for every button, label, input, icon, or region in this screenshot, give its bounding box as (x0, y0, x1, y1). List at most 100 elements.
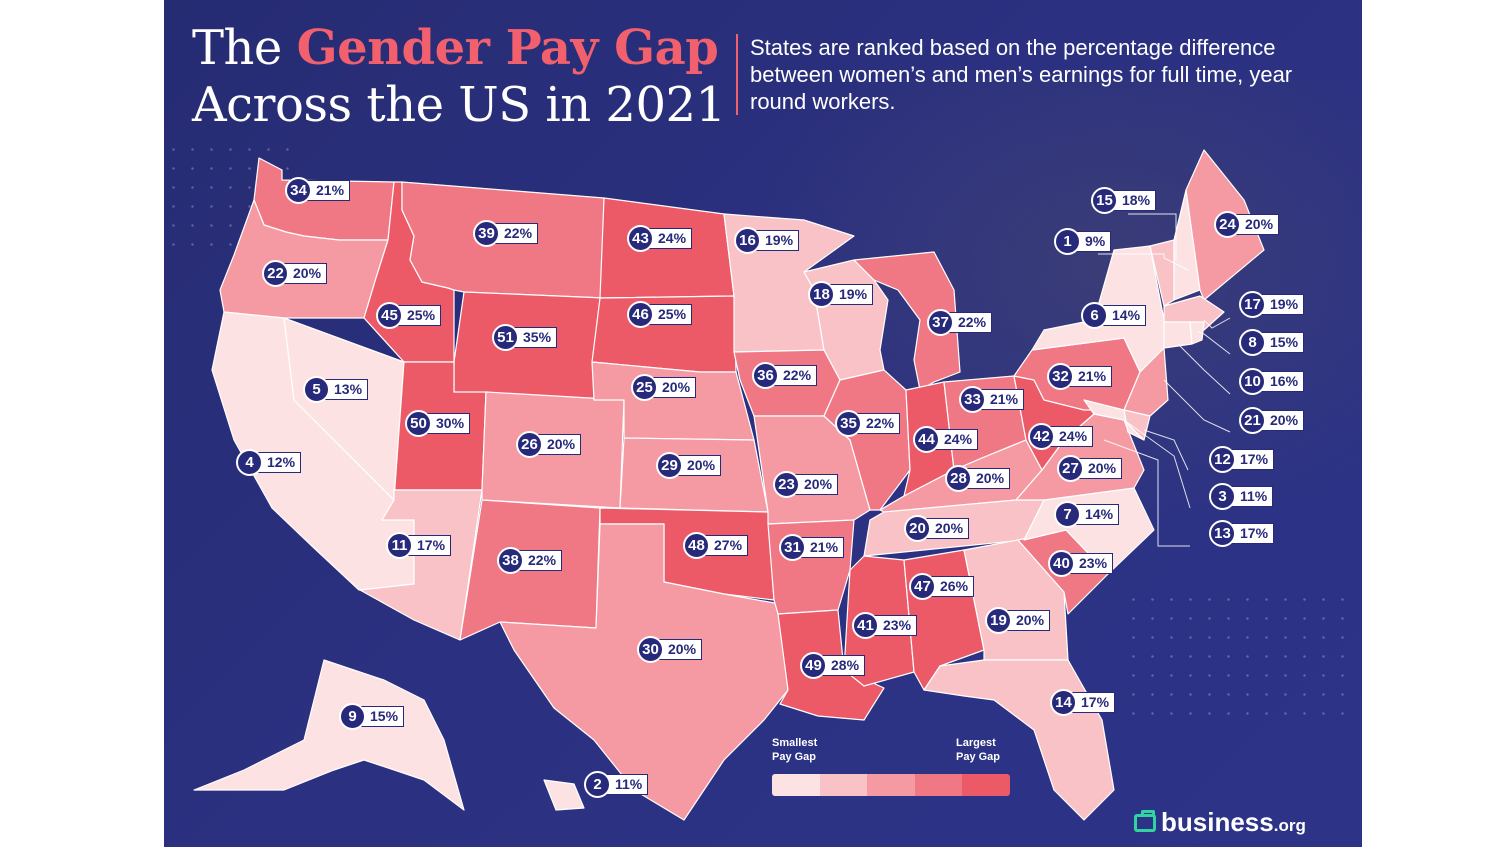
title-line2: Across the US in 2021 (192, 77, 726, 133)
rank-badge: 25 (631, 373, 658, 401)
state-label-ut: 50 30% (405, 409, 471, 437)
callout-line-nj (1163, 379, 1231, 433)
rank-badge: 21 (1239, 406, 1266, 434)
state-label-de: 12 17% (1209, 445, 1275, 473)
rank-badge: 42 (1028, 422, 1055, 450)
rank-badge: 1 (1054, 227, 1081, 255)
pay-gap-value: 20% (791, 473, 839, 495)
rank-badge: 10 (1239, 367, 1266, 395)
callout-line-md (1123, 419, 1191, 509)
pay-gap-value: 11% (602, 773, 649, 795)
rank-badge: 41 (852, 611, 879, 639)
legend-swatch-1 (772, 774, 820, 796)
pay-gap-value: 11% (1227, 485, 1274, 507)
pay-gap-value: 22% (945, 311, 993, 333)
rank-badge: 12 (1209, 445, 1236, 473)
rank-badge: 51 (492, 323, 519, 351)
state-label-oh: 33 21% (959, 385, 1025, 413)
state-label-nv: 5 13% (303, 375, 369, 403)
legend-swatch-2 (819, 774, 868, 796)
state-label-nc: 7 14% (1054, 500, 1120, 528)
rank-badge: 17 (1239, 290, 1266, 318)
callout-line-ri (1197, 331, 1231, 355)
rank-badge: 32 (1047, 362, 1074, 390)
rank-badge: 27 (1057, 454, 1084, 482)
state-shape-ak (193, 659, 465, 811)
state-shape-ri (1189, 321, 1205, 345)
state-label-mt: 39 22% (473, 219, 539, 247)
pay-gap-value: 26% (927, 575, 975, 597)
page-title: The Gender Pay Gap Across the US in 2021 (192, 20, 726, 134)
pay-gap-value: 13% (321, 378, 369, 400)
rank-badge: 40 (1048, 549, 1075, 577)
pay-gap-value: 35% (510, 326, 558, 348)
state-label-ky: 28 20% (945, 464, 1011, 492)
pay-gap-value: 22% (515, 549, 563, 571)
rank-badge: 46 (627, 300, 654, 328)
pay-gap-value: 15% (1257, 331, 1305, 353)
pay-gap-value: 16% (1257, 370, 1305, 392)
logo-tld: .org (1273, 816, 1306, 835)
logo-name: business (1161, 807, 1274, 837)
state-label-ak: 9 15% (339, 702, 405, 730)
callout-line-nh (1098, 253, 1189, 271)
state-label-ms: 41 23% (852, 611, 918, 639)
rank-badge: 34 (285, 176, 312, 204)
pay-gap-value: 19% (1257, 293, 1305, 315)
callout-line-de (1143, 429, 1189, 471)
pay-gap-value: 22% (770, 364, 818, 386)
rank-badge: 6 (1081, 301, 1108, 329)
subtitle: States are ranked based on the percentag… (736, 34, 1310, 115)
rank-badge: 31 (779, 533, 806, 561)
callout-line-ct (1177, 343, 1231, 395)
state-shape-hi (543, 779, 585, 811)
pay-gap-value: 20% (1003, 609, 1051, 631)
state-label-mi: 37 22% (927, 308, 993, 336)
rank-badge: 15 (1091, 186, 1118, 214)
pay-gap-value: 20% (1257, 409, 1305, 431)
state-label-ar: 31 21% (779, 533, 845, 561)
rank-badge: 35 (835, 409, 862, 437)
state-label-nm: 38 22% (497, 546, 563, 574)
rank-badge: 47 (909, 572, 936, 600)
pay-gap-value: 15% (357, 705, 405, 727)
legend-swatch-5 (962, 774, 1010, 796)
pay-gap-value: 20% (655, 638, 703, 660)
rank-badge: 36 (752, 361, 779, 389)
pay-gap-value: 12% (254, 451, 302, 473)
state-label-co: 26 20% (516, 430, 582, 458)
pay-gap-value: 20% (922, 517, 970, 539)
state-label-id: 45 25% (376, 301, 442, 329)
state-label-ok: 48 27% (683, 531, 749, 559)
state-label-ny: 6 14% (1081, 301, 1147, 329)
rank-badge: 8 (1239, 328, 1266, 356)
legend-gradient-bar (772, 774, 1010, 796)
state-label-wy: 51 35% (492, 323, 558, 351)
state-label-ct: 10 16% (1239, 367, 1305, 395)
state-label-vt: 15 18% (1091, 186, 1157, 214)
pay-gap-value: 17% (404, 534, 452, 556)
state-shape-md (1083, 399, 1145, 441)
rank-badge: 29 (656, 451, 683, 479)
pay-gap-value: 23% (1066, 552, 1114, 574)
rank-badge: 16 (734, 226, 761, 254)
callout-line-ma (1203, 317, 1231, 329)
rank-badge: 48 (683, 531, 710, 559)
pay-gap-value: 20% (674, 454, 722, 476)
rank-badge: 5 (303, 375, 330, 403)
state-shape-az (359, 489, 483, 641)
pay-gap-value: 24% (645, 227, 693, 249)
pay-gap-value: 17% (1227, 448, 1275, 470)
state-label-ne: 25 20% (631, 373, 697, 401)
state-label-dc: 13 17% (1209, 519, 1275, 547)
title-accent: Gender Pay Gap (296, 20, 719, 76)
rank-badge: 13 (1209, 519, 1236, 547)
state-label-sd: 46 25% (627, 300, 693, 328)
state-label-ia: 36 22% (752, 361, 818, 389)
pay-gap-value: 17% (1068, 691, 1116, 713)
state-label-la: 49 28% (800, 651, 866, 679)
state-label-il: 35 22% (835, 409, 901, 437)
pay-gap-value: 21% (1065, 365, 1113, 387)
state-label-wi: 18 19% (808, 280, 874, 308)
state-label-ri: 8 15% (1239, 328, 1305, 356)
